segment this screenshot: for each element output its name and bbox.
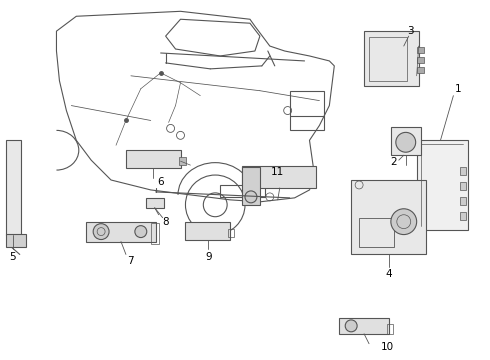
Bar xyxy=(369,37,407,81)
Text: 1: 1 xyxy=(455,84,462,94)
Circle shape xyxy=(396,132,416,152)
Bar xyxy=(460,167,466,175)
Bar xyxy=(228,229,234,237)
Bar xyxy=(242,166,317,188)
Bar xyxy=(387,324,393,334)
Bar xyxy=(460,197,466,205)
Text: 6: 6 xyxy=(157,177,164,187)
Bar xyxy=(364,31,418,86)
Bar xyxy=(359,218,394,247)
Bar xyxy=(220,185,265,197)
Circle shape xyxy=(93,224,109,239)
Circle shape xyxy=(245,191,257,203)
Text: 11: 11 xyxy=(271,167,284,177)
Bar xyxy=(460,212,466,220)
Bar xyxy=(242,167,260,205)
Bar xyxy=(460,182,466,190)
Text: 2: 2 xyxy=(391,157,397,167)
Bar xyxy=(351,180,426,255)
Bar xyxy=(391,127,420,155)
Bar xyxy=(416,140,468,230)
Circle shape xyxy=(345,320,357,332)
Bar xyxy=(185,222,230,239)
Text: 3: 3 xyxy=(407,26,414,36)
Bar xyxy=(416,57,424,63)
Bar xyxy=(416,47,424,53)
Text: 10: 10 xyxy=(380,342,393,352)
Text: 9: 9 xyxy=(205,252,212,262)
Bar xyxy=(86,222,156,242)
Circle shape xyxy=(135,226,147,238)
Bar xyxy=(178,157,187,165)
Text: 8: 8 xyxy=(162,217,169,227)
Text: 5: 5 xyxy=(9,252,16,262)
Bar xyxy=(6,140,21,235)
Text: 7: 7 xyxy=(127,256,134,266)
Bar xyxy=(151,223,159,244)
Bar xyxy=(290,91,324,130)
Bar xyxy=(146,198,164,208)
Circle shape xyxy=(391,209,416,235)
Bar xyxy=(416,67,424,73)
Bar xyxy=(6,234,25,247)
Bar xyxy=(126,150,180,168)
Text: 4: 4 xyxy=(386,269,392,279)
Bar xyxy=(339,318,389,334)
